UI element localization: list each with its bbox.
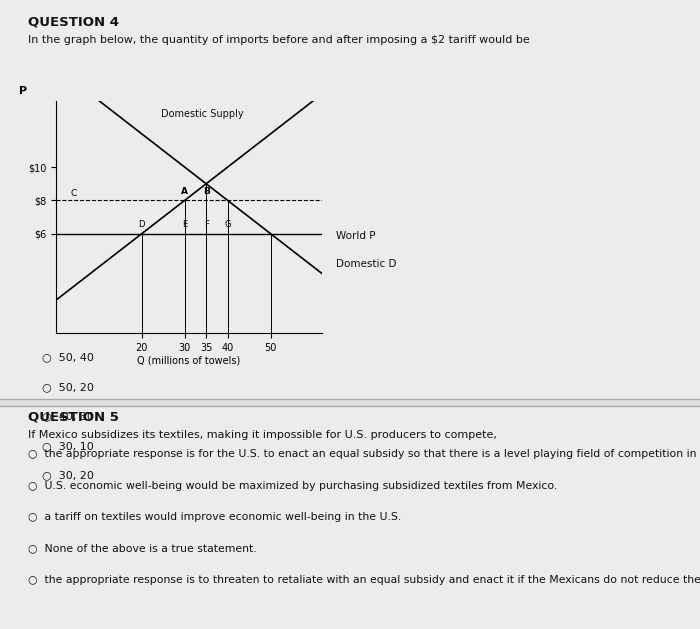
- Text: ○  40, 30: ○ 40, 30: [42, 411, 94, 421]
- Text: ○  30, 20: ○ 30, 20: [42, 470, 94, 481]
- Text: C: C: [70, 189, 76, 198]
- Text: ○  50, 40: ○ 50, 40: [42, 352, 94, 362]
- Text: If Mexico subsidizes its textiles, making it impossible for U.S. producers to co: If Mexico subsidizes its textiles, makin…: [28, 430, 497, 440]
- Text: B: B: [203, 187, 209, 196]
- Text: ○  50, 20: ○ 50, 20: [42, 382, 94, 392]
- Text: ○  30, 10: ○ 30, 10: [42, 441, 94, 451]
- Text: A: A: [181, 187, 188, 196]
- Text: ○  the appropriate response is to threaten to retaliate with an equal subsidy an: ○ the appropriate response is to threate…: [28, 575, 700, 585]
- Text: E: E: [182, 221, 188, 230]
- Text: ○  the appropriate response is for the U.S. to enact an equal subsidy so that th: ○ the appropriate response is for the U.…: [28, 449, 700, 459]
- X-axis label: Q (millions of towels): Q (millions of towels): [137, 356, 241, 366]
- Text: F: F: [204, 221, 209, 230]
- Text: QUESTION 5: QUESTION 5: [28, 410, 119, 423]
- Text: ○  a tariff on textiles would improve economic well-being in the U.S.: ○ a tariff on textiles would improve eco…: [28, 512, 401, 522]
- Text: ○  None of the above is a true statement.: ○ None of the above is a true statement.: [28, 543, 257, 554]
- Text: P: P: [19, 86, 27, 96]
- Text: D: D: [139, 221, 145, 230]
- Text: World P: World P: [336, 231, 375, 241]
- Text: QUESTION 4: QUESTION 4: [28, 16, 119, 29]
- Text: Domestic Supply: Domestic Supply: [161, 109, 244, 120]
- Text: G: G: [225, 221, 231, 230]
- Text: ○  U.S. economic well-being would be maximized by purchasing subsidized textiles: ○ U.S. economic well-being would be maxi…: [28, 481, 557, 491]
- Text: Domestic D: Domestic D: [336, 259, 396, 269]
- Text: In the graph below, the quantity of imports before and after imposing a $2 tarif: In the graph below, the quantity of impo…: [28, 35, 530, 45]
